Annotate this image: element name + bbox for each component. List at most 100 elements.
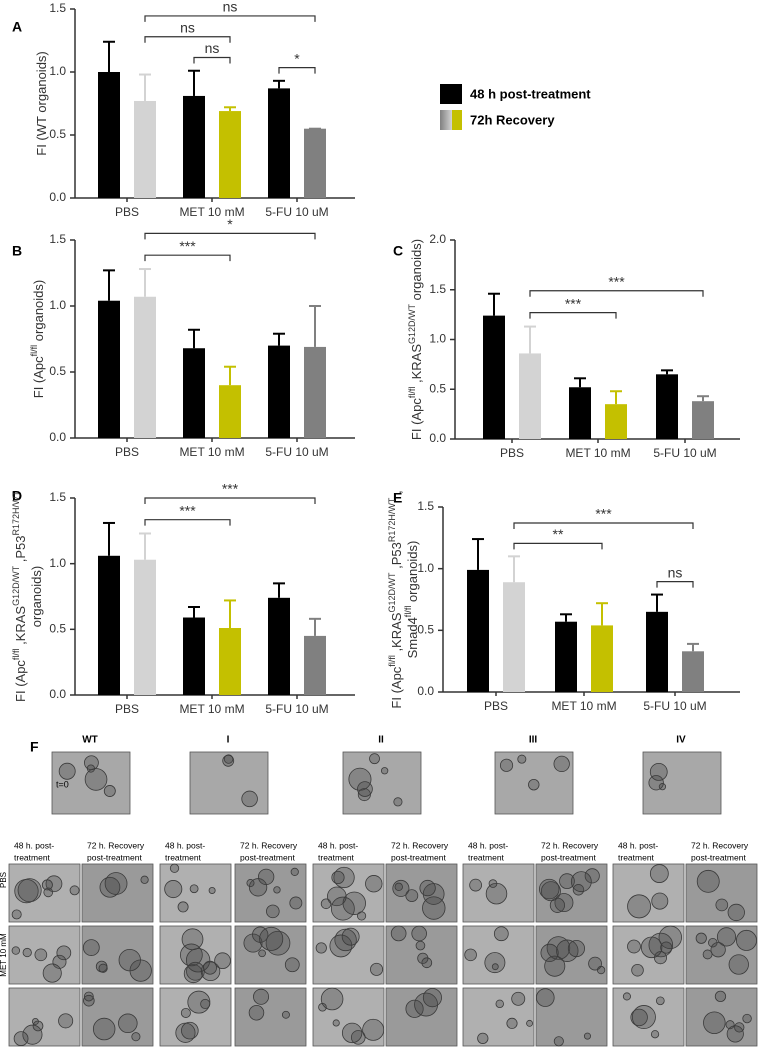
organoid bbox=[241, 790, 258, 808]
organoid bbox=[570, 871, 592, 893]
micrograph bbox=[189, 751, 269, 815]
organoid bbox=[281, 1010, 290, 1019]
bar bbox=[682, 651, 704, 692]
column-header: WT bbox=[82, 735, 98, 746]
organoid bbox=[290, 867, 299, 876]
micrograph bbox=[312, 863, 385, 923]
organoid bbox=[655, 996, 665, 1006]
organoid bbox=[92, 1017, 116, 1041]
organoid bbox=[223, 754, 234, 764]
organoid bbox=[183, 964, 203, 984]
organoid bbox=[499, 758, 514, 772]
organoid bbox=[357, 781, 373, 797]
x-tick-label: PBS bbox=[115, 702, 139, 716]
organoid bbox=[331, 870, 345, 885]
significance-label: *** bbox=[595, 506, 612, 522]
organoid bbox=[42, 963, 62, 983]
organoid bbox=[69, 885, 80, 896]
significance-label: * bbox=[294, 50, 300, 66]
organoid bbox=[728, 954, 749, 975]
row-label: MET 10 mM bbox=[0, 933, 8, 977]
organoid bbox=[421, 957, 433, 969]
panel-label: C bbox=[393, 243, 403, 259]
organoid bbox=[341, 1022, 363, 1044]
y-tick-label: 1.0 bbox=[49, 298, 66, 312]
organoid bbox=[539, 878, 560, 900]
significance-bracket bbox=[144, 15, 316, 22]
organoid bbox=[393, 797, 403, 807]
micrograph bbox=[462, 925, 535, 985]
organoid bbox=[259, 926, 284, 951]
organoid bbox=[392, 879, 410, 897]
organoid bbox=[332, 1019, 340, 1027]
bar bbox=[268, 597, 290, 695]
y-axis-label-part: FI (Apc bbox=[31, 356, 46, 398]
bar bbox=[98, 300, 120, 438]
micrograph bbox=[342, 751, 422, 815]
organoid bbox=[330, 896, 355, 921]
organoid bbox=[273, 886, 281, 894]
y-axis-label-part: organoids) bbox=[409, 239, 424, 304]
subheader: 72 h. Recovery bbox=[87, 840, 145, 850]
x-tick-label: MET 10 mM bbox=[565, 446, 630, 460]
organoid bbox=[696, 869, 720, 893]
y-axis-label-part: ,KRAS bbox=[13, 606, 28, 649]
organoid bbox=[536, 988, 555, 1007]
significance-label: ns bbox=[205, 40, 220, 56]
subheader: 72 h. Recovery bbox=[541, 840, 599, 850]
micrograph bbox=[159, 863, 232, 923]
organoid bbox=[11, 909, 22, 920]
organoid bbox=[405, 889, 419, 902]
subheader: 72 h. Recovery bbox=[691, 840, 749, 850]
organoid bbox=[13, 1031, 29, 1046]
bar bbox=[268, 88, 290, 198]
organoid bbox=[315, 942, 327, 954]
bar bbox=[134, 296, 156, 438]
organoid bbox=[222, 754, 235, 767]
organoid bbox=[708, 937, 718, 948]
y-tick-label: 0.5 bbox=[49, 622, 66, 636]
micrograph bbox=[612, 863, 685, 923]
y-axis-label: FI (Apcfl/fl ,KRASG12D/WT organoids) bbox=[407, 239, 424, 440]
organoid bbox=[485, 882, 508, 905]
organoid bbox=[415, 940, 426, 951]
significance-bracket bbox=[278, 66, 316, 74]
y-axis-label-part: ,P53 bbox=[389, 542, 404, 572]
y-axis-label-sup: G12D/WT bbox=[11, 565, 21, 606]
organoid bbox=[649, 763, 668, 781]
x-tick-label: MET 10 mM bbox=[551, 699, 616, 713]
significance-label: ** bbox=[553, 526, 564, 542]
organoid bbox=[179, 943, 203, 967]
organoid bbox=[187, 990, 211, 1014]
organoid bbox=[327, 886, 347, 907]
organoid bbox=[284, 957, 300, 973]
organoid bbox=[491, 963, 499, 971]
organoid bbox=[11, 946, 21, 955]
organoid bbox=[181, 928, 204, 951]
organoid bbox=[714, 990, 727, 1003]
significance-label: ns bbox=[668, 564, 683, 580]
organoid bbox=[369, 753, 380, 765]
organoid bbox=[365, 875, 383, 893]
organoid bbox=[258, 949, 266, 958]
micrograph bbox=[234, 925, 307, 985]
organoid bbox=[164, 880, 183, 899]
y-axis-label-part: FI (WT organoids) bbox=[34, 51, 49, 156]
organoid bbox=[266, 904, 280, 919]
subheader: post-treatment bbox=[691, 852, 746, 862]
organoid bbox=[56, 945, 72, 961]
significance-bracket bbox=[529, 290, 704, 297]
organoid bbox=[640, 936, 663, 959]
micrograph bbox=[234, 987, 307, 1047]
subheader: 48 h. post- bbox=[618, 840, 658, 850]
y-axis-label-part: FI (Apc bbox=[389, 666, 404, 708]
organoid bbox=[58, 1013, 74, 1029]
organoid bbox=[715, 898, 729, 912]
organoid bbox=[411, 925, 427, 942]
legend-swatch bbox=[452, 110, 462, 130]
organoid bbox=[627, 939, 641, 954]
organoid bbox=[710, 942, 726, 958]
micrograph bbox=[81, 987, 154, 1047]
significance-bracket bbox=[144, 497, 316, 504]
